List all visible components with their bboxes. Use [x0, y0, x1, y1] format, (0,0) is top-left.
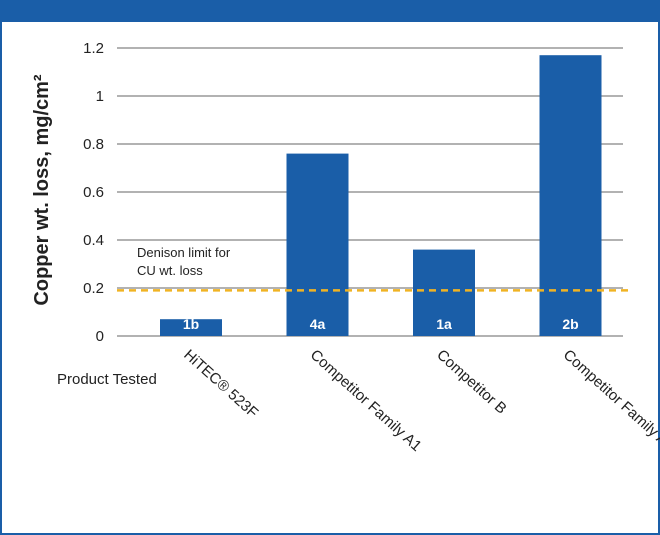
- bar-label: 4a: [310, 316, 326, 332]
- bar: [413, 249, 475, 336]
- bar: [286, 153, 349, 336]
- bar: [160, 319, 222, 336]
- y-tick-label: 1.2: [83, 40, 104, 57]
- y-tick-label: 0: [96, 328, 104, 345]
- y-tick-label: 0.4: [83, 232, 104, 249]
- category-label: HiTEC® 523F: [180, 346, 261, 421]
- category-label: Competitor Family A1: [307, 346, 425, 455]
- gridlines: [117, 47, 623, 337]
- denison-limit-label-line1: Denison limit for: [137, 245, 231, 260]
- denison-limit-label-line2: CU wt. loss: [137, 263, 203, 278]
- bar-label: 2b: [562, 316, 578, 332]
- bars: 1b 4a 1a 2b: [160, 55, 602, 336]
- y-tick-label: 0.8: [83, 136, 104, 153]
- y-tick-label: 0.2: [83, 280, 104, 297]
- bar: [539, 55, 602, 336]
- bar-label: 1a: [436, 316, 452, 332]
- y-tick-labels: 0 0.2 0.4 0.6 0.8 1 1.2: [83, 40, 104, 345]
- category-label: Competitor Family A2: [560, 346, 660, 455]
- category-label: Competitor B: [433, 346, 509, 417]
- y-tick-label: 1: [96, 88, 104, 105]
- y-axis-label: Copper wt. loss, mg/cm²: [31, 74, 53, 305]
- category-labels: HiTEC® 523F Competitor Family A1 Competito…: [180, 346, 660, 455]
- y-tick-label: 0.6: [83, 184, 104, 201]
- x-axis-label: Product Tested: [57, 371, 157, 388]
- bar-label: 1b: [183, 316, 199, 332]
